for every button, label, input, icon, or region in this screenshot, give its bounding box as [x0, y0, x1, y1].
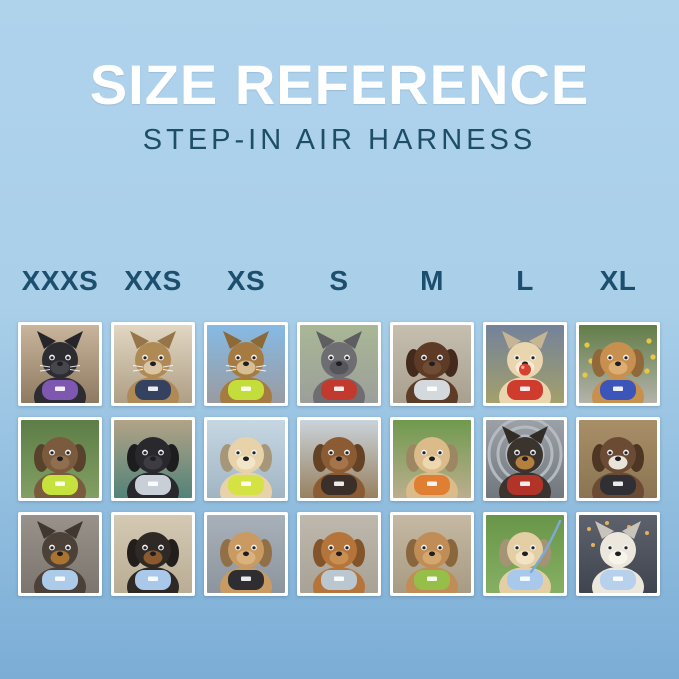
size-label-xs: XS [226, 265, 266, 296]
size-label-xxs: XXS [124, 265, 182, 296]
photo-xl-1-6 [576, 417, 660, 501]
photo-s-2-3 [297, 512, 381, 596]
photo-xs-2-2 [204, 512, 288, 596]
photo-xxxs-0-0 [18, 322, 102, 406]
size-label-xxxs: XXXS [21, 265, 99, 296]
size-label-l: L [516, 265, 534, 296]
photo-m-2-4 [390, 512, 474, 596]
poster-title: SIZE REFERENCE [89, 53, 590, 116]
photo-grid-row-2 [18, 417, 660, 501]
photo-xl-2-6 [576, 512, 660, 596]
photo-l-1-5 [483, 417, 567, 501]
poster-subtitle: STEP-IN AIR HARNESS [142, 124, 537, 156]
photo-xxs-2-1 [111, 512, 195, 596]
photo-xs-1-2 [204, 417, 288, 501]
photo-m-1-4 [390, 417, 474, 501]
photo-s-1-3 [297, 417, 381, 501]
size-label-row: XXXS XXS XS S M L XL [18, 265, 660, 297]
photo-s-0-3 [297, 322, 381, 406]
photo-xxxs-2-0 [18, 512, 102, 596]
size-label-m: M [420, 265, 444, 296]
photo-l-0-5 [483, 322, 567, 406]
size-label-xl: XL [599, 265, 637, 296]
photo-l-2-5 [483, 512, 567, 596]
photo-m-0-4 [390, 322, 474, 406]
photo-xl-0-6 [576, 322, 660, 406]
photo-xs-0-2 [204, 322, 288, 406]
photo-xxs-0-1 [111, 322, 195, 406]
photo-xxs-1-1 [111, 417, 195, 501]
size-label-s: S [329, 265, 349, 296]
photo-xxxs-1-0 [18, 417, 102, 501]
photo-grid [18, 322, 660, 596]
photo-grid-row-1 [18, 322, 660, 406]
photo-grid-row-3 [18, 512, 660, 596]
